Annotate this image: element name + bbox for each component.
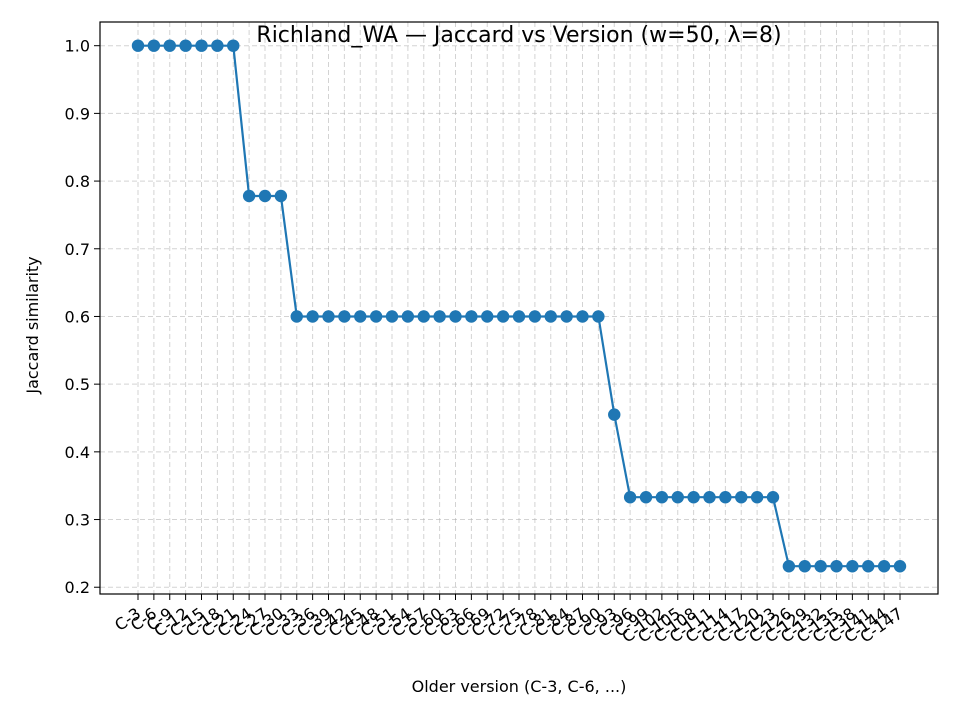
y-tick-label: 0.2 <box>65 578 90 597</box>
data-point <box>385 310 399 323</box>
data-point <box>512 310 526 323</box>
data-point <box>258 189 272 203</box>
data-point <box>592 310 605 323</box>
y-tick-label: 0.4 <box>65 443 90 462</box>
data-point <box>227 39 240 52</box>
data-point <box>877 560 891 573</box>
data-point <box>608 408 621 421</box>
chart-title: Richland_WA — Jaccard vs Version (w=50, … <box>256 23 781 48</box>
y-tick-label: 0.5 <box>65 375 90 394</box>
data-point <box>639 491 653 504</box>
data-point <box>449 310 462 323</box>
y-tick-label: 0.9 <box>65 104 90 123</box>
data-point <box>481 310 494 323</box>
data-point <box>131 39 145 52</box>
y-tick-label: 0.6 <box>65 307 90 326</box>
data-point <box>655 491 669 504</box>
data-point <box>369 310 383 323</box>
data-point <box>338 310 351 323</box>
data-point <box>274 189 288 203</box>
data-point <box>147 39 161 52</box>
x-axis-label: Older version (C-3, C-6, ...) <box>412 677 627 696</box>
data-point <box>560 310 573 323</box>
data-point <box>687 491 700 504</box>
data-point <box>211 39 224 52</box>
data-point <box>496 310 510 323</box>
data-point <box>163 39 176 52</box>
data-point <box>719 491 732 504</box>
data-point <box>798 560 811 573</box>
data-point <box>290 310 303 323</box>
data-point <box>576 310 589 323</box>
data-point <box>893 560 907 573</box>
y-tick-label: 1.0 <box>65 37 90 56</box>
data-point <box>862 560 875 573</box>
axes: 0.20.30.40.50.60.70.80.91.0C-3C-6C-9C-12… <box>65 21 939 647</box>
data-point <box>417 310 430 323</box>
data-point <box>179 39 192 52</box>
data-point <box>242 189 256 203</box>
plot-frame <box>99 21 939 595</box>
data-point <box>322 310 335 323</box>
grid <box>100 22 938 594</box>
data-point <box>401 310 415 323</box>
data-point <box>703 491 716 504</box>
data-point <box>846 560 859 573</box>
data-point <box>671 491 684 504</box>
data-point <box>814 560 827 573</box>
data-point <box>782 560 796 573</box>
y-tick-label: 0.3 <box>65 511 90 530</box>
data-point <box>528 310 542 323</box>
data-point <box>195 39 208 52</box>
data-point <box>766 491 780 504</box>
y-axis-label: Jaccard similarity <box>23 256 42 394</box>
data-point <box>750 491 764 504</box>
data-point <box>433 310 446 323</box>
data-point <box>354 310 367 323</box>
data-point <box>623 491 637 504</box>
y-tick-label: 0.8 <box>65 172 90 191</box>
data-point <box>735 491 748 504</box>
series-layer <box>131 39 907 573</box>
data-point <box>465 310 478 323</box>
data-point <box>544 310 557 323</box>
data-point <box>306 310 319 323</box>
y-tick-label: 0.7 <box>65 240 90 259</box>
data-point <box>830 560 843 573</box>
